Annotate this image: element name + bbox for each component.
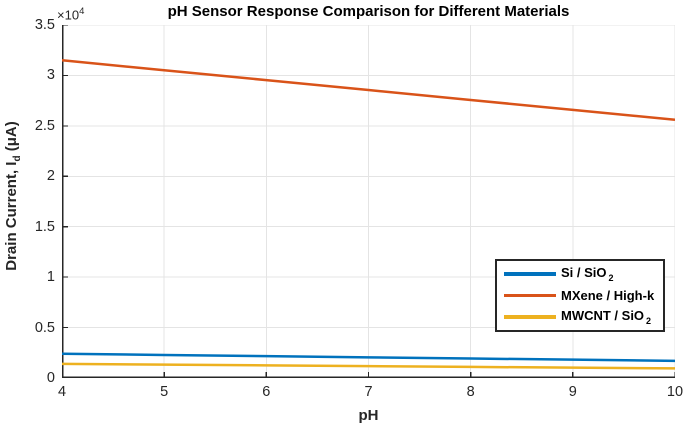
legend-item-mwcnt-sio-2: MWCNT / SiO 2: [497, 307, 663, 328]
y-tick-label: 0.5: [34, 319, 55, 336]
y-axis-multiplier-base: ×10: [57, 7, 80, 23]
y-axis-multiplier-exponent: 4: [79, 6, 85, 17]
legend-label: MWCNT / SiO 2: [561, 308, 652, 326]
x-axis-label: pH: [358, 407, 379, 424]
x-tick-label: 10: [666, 384, 684, 400]
x-tick-label: 6: [262, 384, 271, 400]
y-axis-multiplier: ×104: [57, 6, 84, 22]
legend-line-sample: [504, 315, 556, 319]
x-tick-label: 5: [160, 384, 169, 400]
legend-label: Si / SiO 2: [561, 265, 614, 283]
series-line-mwcnt-sio-2: [62, 362, 675, 370]
y-tick-label: 0: [46, 370, 55, 386]
y-tick-label: 2.5: [34, 117, 55, 134]
y-tick-label: 3.5: [34, 17, 55, 33]
series-line-si-sio-2: [62, 352, 675, 363]
legend-label: MXene / High-k: [561, 288, 655, 303]
legend-line-sample: [504, 272, 556, 276]
y-axis-label: Drain Current, Id (μA): [3, 121, 23, 270]
y-axis-label-subscript: d: [12, 155, 23, 162]
x-tick-label: 8: [466, 384, 475, 400]
legend-item-mxene-high-k: MXene / High-k: [497, 285, 663, 306]
x-tick-label: 4: [57, 384, 67, 400]
y-tick-label: 1: [46, 269, 55, 286]
x-tick-label: 9: [568, 384, 577, 400]
y-tick-label: 2: [46, 168, 55, 185]
y-tick-label: 3: [46, 67, 55, 84]
legend-line-sample: [504, 293, 556, 298]
legend: Si / SiO 2 MXene / High-k MWCNT / SiO 2: [495, 259, 665, 332]
series-line-mxene-high-k: [62, 59, 675, 122]
y-tick-label: 1.5: [34, 218, 55, 235]
chart-title: pH Sensor Response Comparison for Differ…: [167, 3, 570, 20]
legend-item-si-sio-2: Si / SiO 2: [497, 264, 663, 285]
x-tick-label: 7: [364, 384, 373, 400]
plot-area: [62, 25, 675, 378]
